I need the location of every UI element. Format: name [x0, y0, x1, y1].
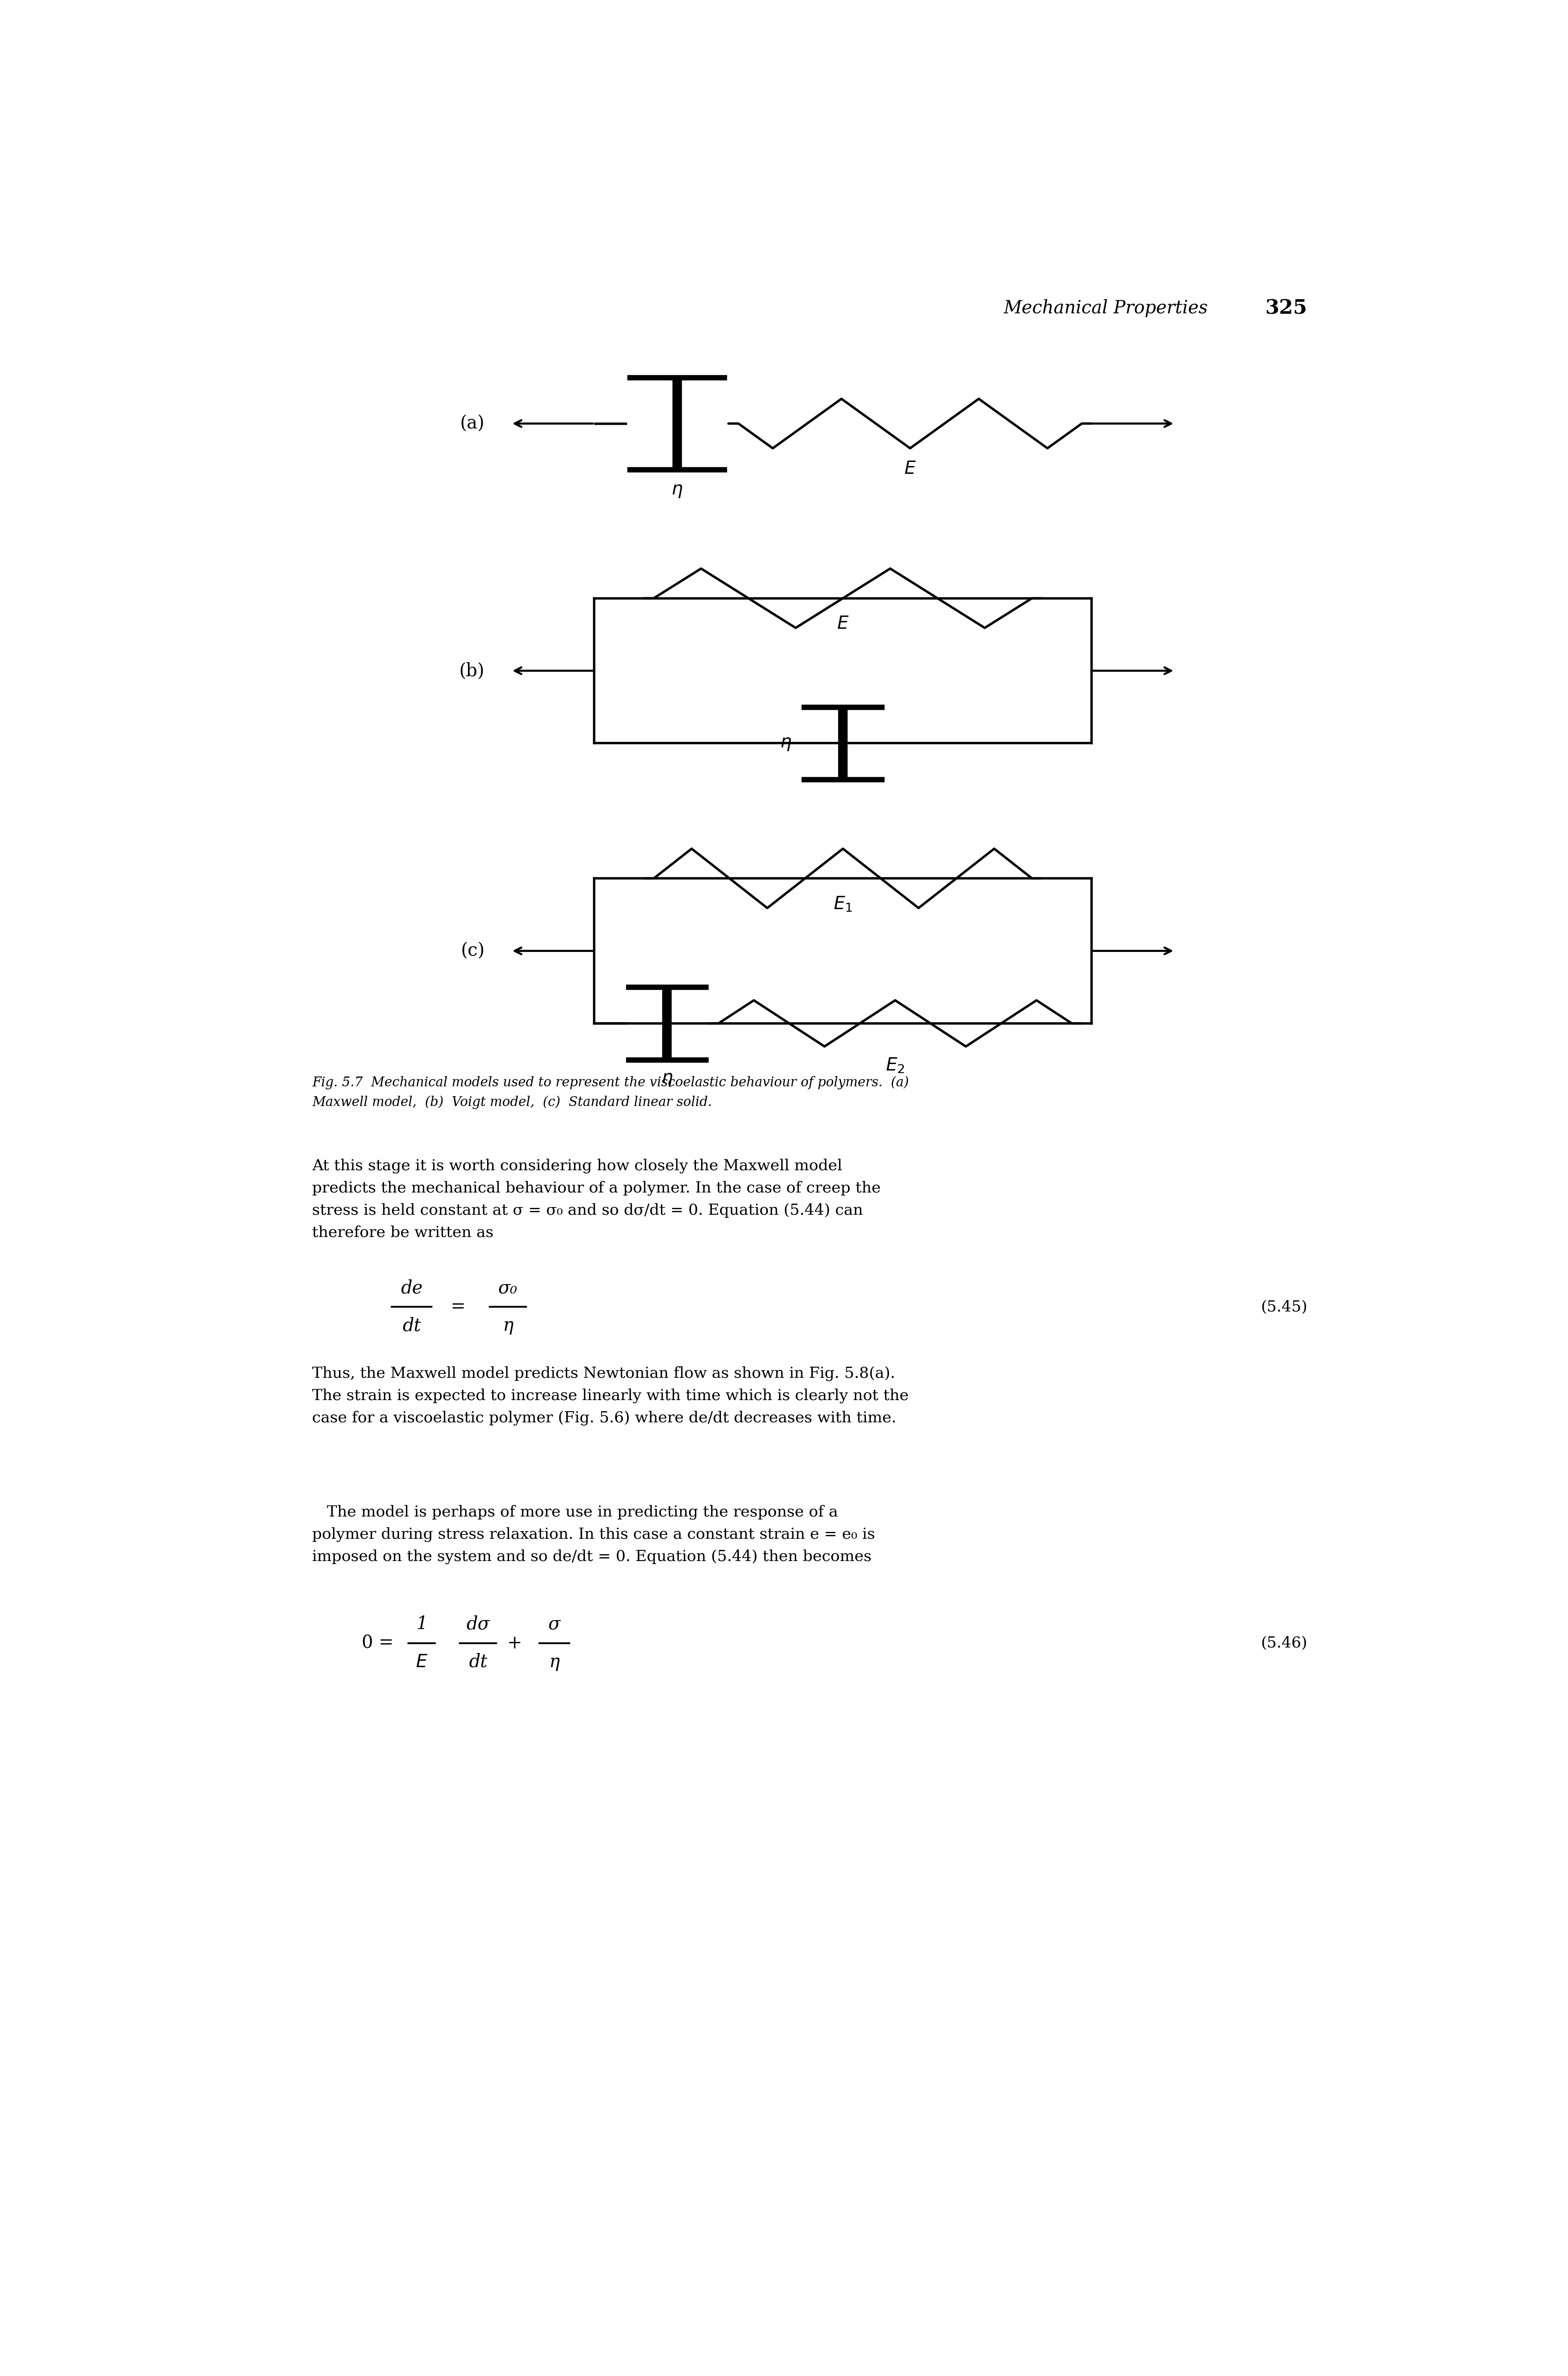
Text: η: η [502, 1316, 513, 1335]
Text: η: η [549, 1654, 560, 1670]
Text: (5.45): (5.45) [1261, 1300, 1308, 1314]
Text: $E_1$: $E_1$ [834, 896, 853, 912]
Text: $E_2$: $E_2$ [886, 1057, 905, 1074]
Text: dσ: dσ [466, 1616, 489, 1632]
Text: $E$: $E$ [416, 1654, 428, 1670]
Text: (b): (b) [459, 663, 485, 680]
Text: Fig. 5.7  Mechanical models used to represent the viscoelastic behaviour of poly: Fig. 5.7 Mechanical models used to repre… [312, 1076, 909, 1110]
Text: =: = [450, 1297, 466, 1316]
Text: +: + [506, 1635, 522, 1651]
Text: $\eta$: $\eta$ [662, 1069, 673, 1088]
Text: σ₀: σ₀ [499, 1278, 517, 1297]
Text: The model is perhaps of more use in predicting the response of a
polymer during : The model is perhaps of more use in pred… [312, 1504, 875, 1563]
Text: σ: σ [549, 1616, 560, 1632]
Text: Mechanical Properties: Mechanical Properties [1004, 299, 1207, 316]
Text: $\eta$: $\eta$ [779, 734, 792, 753]
Text: de: de [401, 1278, 423, 1297]
Text: (a): (a) [459, 413, 485, 432]
Text: 0 =: 0 = [362, 1635, 394, 1651]
Text: Thus, the Maxwell model predicts Newtonian flow as shown in Fig. 5.8(a).
The str: Thus, the Maxwell model predicts Newtoni… [312, 1366, 909, 1426]
Text: dt: dt [403, 1316, 420, 1335]
Text: 325: 325 [1265, 299, 1308, 318]
Text: $E$: $E$ [905, 461, 916, 478]
Text: At this stage it is worth considering how closely the Maxwell model
predicts the: At this stage it is worth considering ho… [312, 1159, 881, 1240]
Text: $\eta$: $\eta$ [671, 482, 682, 499]
Text: dt: dt [469, 1654, 488, 1670]
Text: (5.46): (5.46) [1261, 1635, 1308, 1651]
Text: $E$: $E$ [837, 615, 848, 632]
Text: (c): (c) [461, 941, 485, 960]
Text: 1: 1 [416, 1616, 426, 1632]
